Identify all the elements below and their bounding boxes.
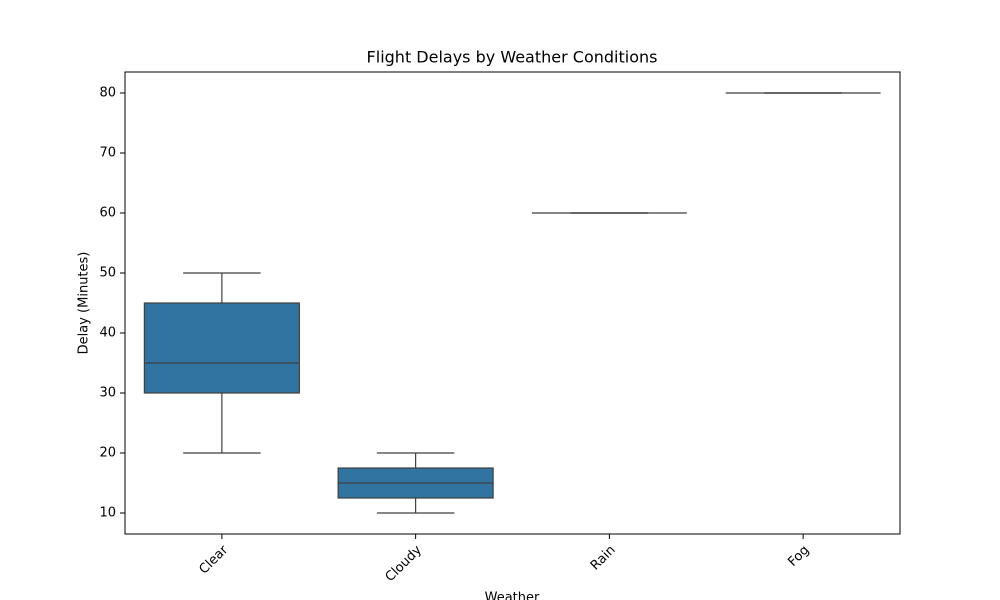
y-tick-label: 80 (99, 86, 116, 101)
y-axis-label: Delay (Minutes) (77, 252, 92, 355)
x-tick-label: Rain (588, 543, 619, 574)
plot-frame (124, 71, 901, 535)
y-tick-label: 70 (99, 146, 116, 161)
box (143, 302, 300, 394)
y-tick-label: 40 (99, 326, 116, 341)
chart-title: Flight Delays by Weather Conditions (367, 48, 658, 67)
x-tick-label: Cloudy (383, 542, 426, 585)
y-tick-label: 10 (99, 506, 116, 521)
y-tick-label: 30 (99, 386, 116, 401)
x-axis-label: Weather (485, 591, 540, 600)
x-tick-label: Fog (785, 543, 812, 570)
x-tick-label: Clear (197, 542, 232, 577)
y-tick-label: 20 (99, 446, 116, 461)
y-tick-label: 60 (99, 206, 116, 221)
y-tick-label: 50 (99, 266, 116, 281)
